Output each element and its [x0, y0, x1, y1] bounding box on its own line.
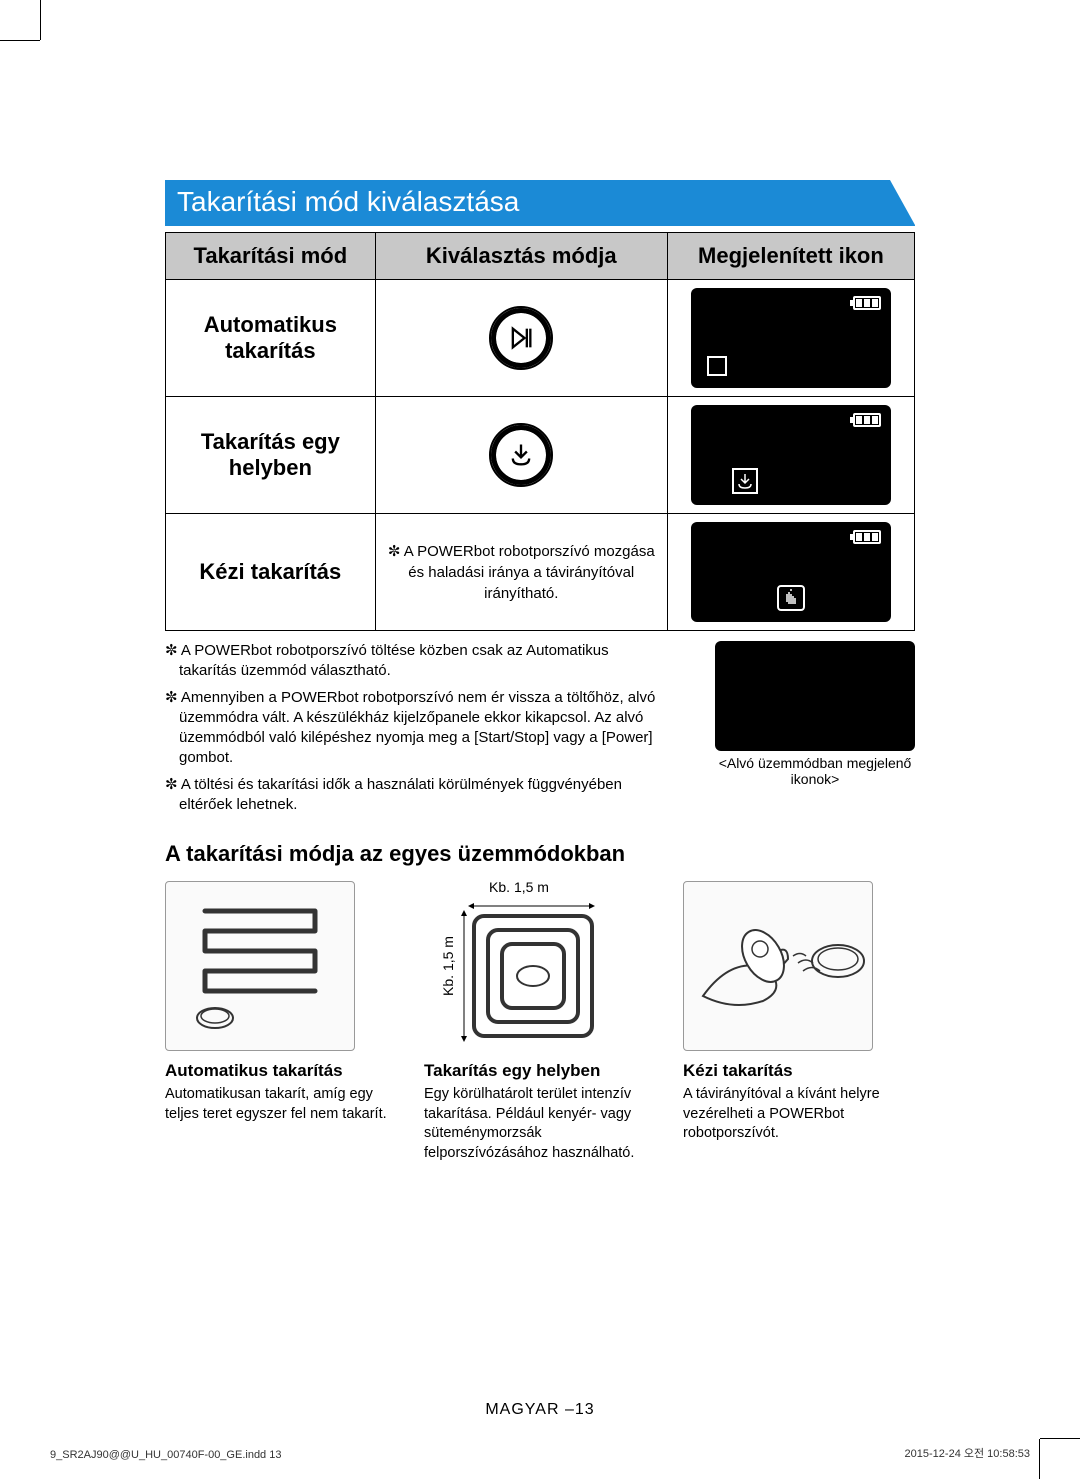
battery-icon [853, 413, 881, 427]
spot-down-icon [507, 441, 535, 469]
mode-descriptions: Automatikus takarítás Automatikusan taka… [165, 881, 915, 1163]
mode-spot-label: Takarítás egyhelyben [166, 397, 376, 514]
table-header-row: Takarítási mód Kiválasztás módja Megjele… [166, 233, 915, 280]
note-item: ✼ A POWERbot robotporszívó töltése közbe… [165, 641, 665, 682]
th-select: Kiválasztás módja [375, 233, 667, 280]
manual-mode-icon [776, 584, 806, 612]
footer-timestamp: 2015-12-24 오전 10:58:53 [905, 1445, 1030, 1461]
note-item: ✼ A töltési és takarítási idők a használ… [165, 775, 665, 816]
dim-label-v: Kb. 1,5 m [440, 936, 456, 996]
footer-filename: 9_SR2AJ90@@U_HU_00740F-00_GE.indd 13 [50, 1449, 281, 1461]
display-auto [667, 280, 914, 397]
play-next-icon [507, 324, 535, 352]
spot-button-icon [489, 423, 553, 487]
page-number: MAGYAR –13 [485, 1401, 594, 1419]
spot-mode-icon [731, 467, 759, 495]
manual-note: ✼ A POWERbot robotporszívó mozgása és ha… [375, 514, 667, 631]
zigzag-icon [185, 896, 335, 1036]
col-title: Kézi takarítás [683, 1061, 908, 1081]
table-row: Automatikustakarítás [166, 280, 915, 397]
col-desc: A távirányítóval a kívánt helyre vezérel… [683, 1085, 908, 1144]
dim-label-h: Kb. 1,5 m [489, 879, 549, 895]
battery-icon [853, 296, 881, 310]
note-item: ✼ Amennyiben a POWERbot robotporszívó ne… [165, 688, 665, 769]
th-icon: Megjelenített ikon [667, 233, 914, 280]
mode-manual-label: Kézi takarítás [166, 514, 376, 631]
col-desc: Egy körülhatárolt terület intenzív takar… [424, 1085, 649, 1163]
spot-pattern-illustration: Kb. 1,5 m Kb. 1,5 m [424, 881, 614, 1051]
display-manual [667, 514, 914, 631]
spiral-icon [434, 886, 604, 1046]
sleep-mode-display: <Alvó üzemmódban megjelenő ikonok> [715, 641, 915, 787]
select-spot [375, 397, 667, 514]
auto-pattern-illustration [165, 881, 355, 1051]
section-title: Takarítási mód kiválasztása [165, 180, 915, 226]
sleep-caption: <Alvó üzemmódban megjelenő ikonok> [715, 755, 915, 787]
page-content: Takarítási mód kiválasztása Takarítási m… [165, 180, 915, 1163]
display-spot [667, 397, 914, 514]
col-auto: Automatikus takarítás Automatikusan taka… [165, 881, 390, 1163]
table-row: Takarítás egyhelyben [166, 397, 915, 514]
col-title: Takarítás egy helyben [424, 1061, 649, 1081]
th-mode: Takarítási mód [166, 233, 376, 280]
subheading: A takarítási módja az egyes üzemmódokban [165, 841, 915, 867]
play-pause-button-icon [489, 306, 553, 370]
col-desc: Automatikusan takarít, amíg egy teljes t… [165, 1085, 390, 1124]
notes-section: ✼ A POWERbot robotporszívó töltése közbe… [165, 641, 915, 815]
battery-icon [853, 530, 881, 544]
table-row: Kézi takarítás ✼ A POWERbot robotporszív… [166, 514, 915, 631]
col-manual: Kézi takarítás A távirányítóval a kívánt… [683, 881, 908, 1163]
notes-list: ✼ A POWERbot robotporszívó töltése közbe… [165, 641, 665, 815]
col-title: Automatikus takarítás [165, 1061, 390, 1081]
select-auto [375, 280, 667, 397]
manual-illustration [683, 881, 873, 1051]
mode-auto-label: Automatikustakarítás [166, 280, 376, 397]
modes-table: Takarítási mód Kiválasztás módja Megjele… [165, 232, 915, 631]
remote-hand-icon [688, 901, 868, 1031]
auto-mode-icon [705, 354, 729, 378]
col-spot: Kb. 1,5 m Kb. 1,5 m Takarítás egy helybe… [424, 881, 649, 1163]
